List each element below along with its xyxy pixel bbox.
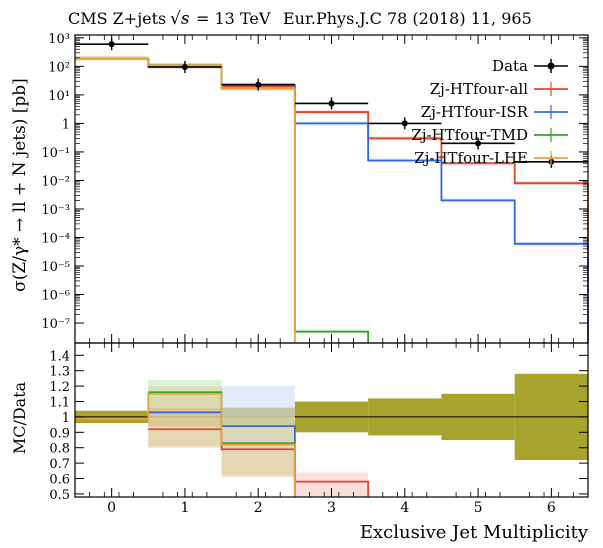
data-point bbox=[255, 81, 262, 88]
x-tick-label: 4 bbox=[400, 500, 409, 516]
legend: Data Zj-HTfour-all Zj-HTfour-ISR Zj-HTfour-… bbox=[411, 57, 568, 167]
data-point bbox=[328, 100, 335, 107]
mc-line-Zj-HTfour-TMD bbox=[75, 57, 370, 343]
ratio-y-tick-label: 0.7 bbox=[49, 457, 70, 472]
x-tick-label: 1 bbox=[180, 500, 189, 516]
title-prefix: CMS Z+jets bbox=[68, 9, 166, 28]
ratio-band-Zj-HTfour-LHE bbox=[148, 386, 222, 448]
ratio-series bbox=[75, 391, 370, 497]
ratio-y-tick-label: 0.6 bbox=[49, 473, 70, 488]
x-tick-label: 0 bbox=[107, 500, 116, 516]
ratio-y-tick-label: 1 bbox=[62, 411, 70, 426]
y-tick-label: 10⁻² bbox=[41, 174, 70, 189]
y-axis-title-bottom: MC/Data bbox=[10, 381, 29, 454]
y-tick-label: 10¹ bbox=[48, 89, 70, 104]
legend-label: Zj-HTfour-all bbox=[430, 80, 528, 98]
y-axis-title-top: σ(Z/γ* → ll + N jets) [pb] bbox=[10, 78, 30, 292]
ratio-y-tick-label: 1.2 bbox=[49, 380, 70, 395]
ratio-y-tick-label: 1.4 bbox=[49, 349, 70, 364]
legend-marker-point bbox=[547, 62, 555, 70]
legend-label: Zj-HTfour-LHE bbox=[414, 149, 528, 167]
ratio-y-tick-label: 1.3 bbox=[49, 365, 70, 380]
data-point bbox=[108, 41, 115, 48]
y-tick-label: 10⁻¹ bbox=[41, 146, 70, 161]
x-tick-label: 5 bbox=[474, 500, 483, 516]
ratio-y-tick-label: 1.1 bbox=[49, 396, 70, 411]
ratio-y-tick-label: 0.8 bbox=[49, 442, 70, 457]
data-point bbox=[181, 64, 188, 71]
data-point bbox=[401, 120, 408, 127]
y-tick-label: 10⁻³ bbox=[41, 203, 70, 218]
y-tick-label: 10³ bbox=[48, 32, 70, 47]
ratio-y-tick-label: 0.5 bbox=[49, 488, 70, 503]
y-tick-label: 10⁻⁵ bbox=[41, 260, 70, 275]
y-tick-label: 10² bbox=[48, 60, 70, 75]
x-axis-title: Exclusive Jet Multiplicity bbox=[360, 522, 589, 543]
y-tick-label: 10⁻⁴ bbox=[41, 231, 70, 246]
data-point bbox=[475, 140, 482, 147]
y-tick-label: 10⁻⁷ bbox=[41, 317, 70, 332]
title-reference: Eur.Phys.J.C 78 (2018) 11, 965 bbox=[283, 9, 532, 28]
y-tick-label: 1 bbox=[62, 117, 70, 132]
x-tick-label: 6 bbox=[547, 500, 556, 516]
title-energy: = 13 TeV bbox=[196, 9, 271, 28]
ratio-line-Zj-HTfour-LHE bbox=[75, 392, 296, 497]
ratio-y-tick-label: 0.9 bbox=[49, 426, 70, 441]
y-tick-label: 10⁻⁶ bbox=[41, 289, 70, 304]
x-tick-label: 3 bbox=[327, 500, 336, 516]
legend-label: Zj-HTfour-ISR bbox=[421, 103, 529, 121]
legend-label: Data bbox=[492, 57, 528, 75]
axes: 0 1 2 3 4 5 6 10³ 10² 10¹ 1 10⁻¹ 10⁻² 10⁻³ 10⁻⁴ 10⁻⁵ 10⁻… bbox=[41, 32, 589, 516]
legend-label: Zj-HTfour-TMD bbox=[411, 126, 528, 144]
title-sqrt-s: √s bbox=[170, 9, 190, 29]
x-tick-label: 2 bbox=[254, 500, 263, 516]
mc-line-Zj-HTfour-LHE bbox=[75, 57, 296, 343]
